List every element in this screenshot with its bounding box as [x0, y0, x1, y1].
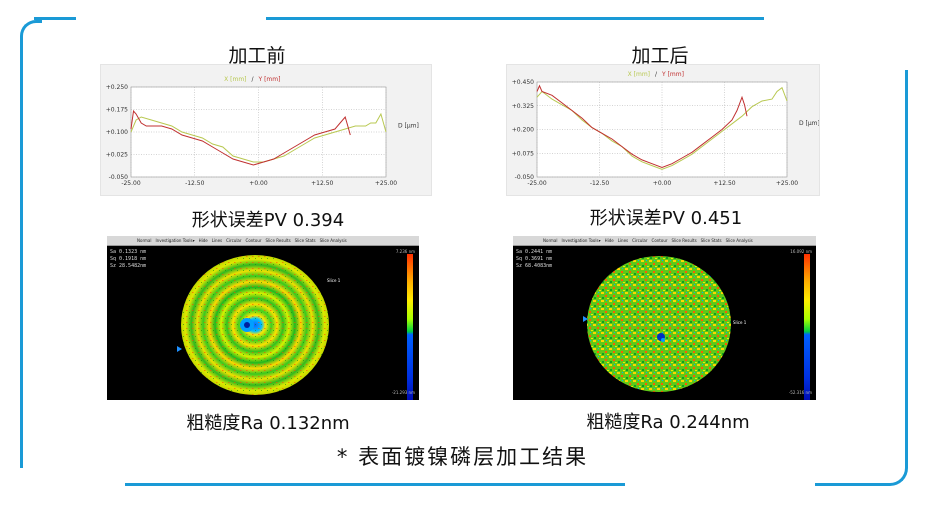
x-tick-label: +0.00	[653, 180, 672, 187]
toolbar-hide[interactable]: Hide	[198, 238, 208, 243]
x-tick-label: -25.00	[121, 180, 141, 187]
toolbar-normal[interactable]: Normal	[137, 238, 152, 243]
left-map-stats: Sa 0.1323 nm Sq 0.1918 nm Sz 28.5482nm	[110, 249, 146, 270]
right-column-title: 加工后	[631, 45, 689, 67]
toolbar-hide[interactable]: Hide	[604, 238, 614, 243]
left-roughness-caption: 粗糙度Ra 0.132nm	[186, 413, 350, 434]
x-tick-label: +12.50	[713, 180, 735, 187]
right-wafer-image	[583, 256, 731, 392]
right-map-stats: Sa 0.2441 nm Sq 0.3691 nm Sz 68.4083nm	[516, 249, 552, 270]
right-profile-chart: -25.00 -12.50 +0.00 +12.50 +25.00 +0.450 +0.32…	[506, 64, 820, 196]
legend-y: Y [mm]	[258, 76, 281, 83]
frame-top-short-line	[34, 17, 76, 20]
y-tick-label: +0.100	[106, 129, 128, 136]
y-tick-label: -0.050	[109, 174, 129, 181]
right-marker-label: Slice 1	[733, 320, 747, 325]
left-map-toolbar[interactable]: Normal Investigation Tools▾ Hide Lines C…	[107, 236, 419, 246]
toolbar-slice-results[interactable]: Slice Results	[265, 238, 291, 243]
left-marker-label: Slice 1	[327, 278, 341, 283]
y-tick-label: +0.200	[512, 127, 534, 134]
toolbar-contour[interactable]: Contour	[651, 238, 668, 243]
toolbar-normal[interactable]: Normal	[543, 238, 558, 243]
y-tick-label: +0.250	[106, 84, 128, 91]
stat-sa: Sa 0.1323 nm	[110, 249, 147, 255]
y-tick-label: +0.325	[512, 103, 534, 110]
right-slice-marker-icon[interactable]	[583, 316, 588, 322]
toolbar-investigation[interactable]: Investigation Tools▾	[561, 238, 601, 243]
x-tick-label: +0.00	[249, 180, 268, 187]
frame-top-long-line	[266, 17, 764, 20]
toolbar-slice-stats[interactable]: Slice Stats	[700, 238, 722, 243]
x-tick-label: -12.50	[185, 180, 205, 187]
toolbar-circular[interactable]: Circular	[632, 238, 648, 243]
x-tick-label: +25.00	[375, 180, 397, 187]
right-profile-caption: 形状误差PV 0.451	[589, 208, 743, 229]
y-tick-label: +0.025	[106, 152, 128, 159]
toolbar-investigation[interactable]: Investigation Tools▾	[155, 238, 195, 243]
toolbar-slice-analysis[interactable]: Slice Analysis	[725, 238, 753, 243]
left-profile-svg: -25.00 -12.50 +0.00 +12.50 +25.00 +0.250 +0.17…	[106, 76, 419, 187]
y-axis-label: D [µm]	[799, 120, 819, 127]
left-column-title: 加工前	[228, 45, 286, 67]
right-wafer-disk	[587, 256, 731, 392]
toolbar-slice-results[interactable]: Slice Results	[671, 238, 697, 243]
left-wafer-image	[177, 255, 329, 395]
right-scale-bottom: -52.316 nm	[788, 390, 812, 395]
right-profile-svg: -25.00 -12.50 +0.00 +12.50 +25.00 +0.450 +0.32…	[512, 71, 819, 187]
frame-bottom-short-line	[815, 483, 885, 486]
y-tick-label: -0.050	[515, 174, 535, 181]
frame-left-line	[20, 20, 42, 468]
toolbar-contour[interactable]: Contour	[245, 238, 262, 243]
y-axis-label: D [µm]	[398, 123, 419, 130]
series-line-y	[130, 109, 351, 166]
x-tick-label: -12.50	[590, 180, 610, 187]
toolbar-circular[interactable]: Circular	[226, 238, 242, 243]
toolbar-lines[interactable]: Lines	[617, 238, 629, 243]
left-color-scale	[407, 254, 413, 400]
toolbar-slice-analysis[interactable]: Slice Analysis	[319, 238, 347, 243]
legend-sep: /	[251, 76, 254, 83]
toolbar-lines[interactable]: Lines	[211, 238, 223, 243]
left-scale-top: 7.236 nm	[395, 249, 415, 254]
right-color-scale	[804, 254, 810, 400]
left-surface-map: Normal Investigation Tools▾ Hide Lines C…	[107, 236, 419, 400]
stat-sz: Sz 28.5482nm	[110, 263, 147, 269]
legend-x: X [mm]	[628, 71, 650, 78]
x-tick-label: +12.50	[311, 180, 333, 187]
x-tick-label: -25.00	[527, 180, 547, 187]
stat-sz: Sz 68.4083nm	[516, 263, 553, 269]
toolbar-slice-stats[interactable]: Slice Stats	[294, 238, 316, 243]
y-tick-label: +0.175	[106, 107, 128, 114]
right-map-toolbar[interactable]: Normal Investigation Tools▾ Hide Lines C…	[513, 236, 816, 246]
right-roughness-caption: 粗糙度Ra 0.244nm	[586, 412, 750, 433]
series-line-x	[536, 86, 788, 170]
frame-bottom-long-line	[125, 483, 625, 486]
right-surface-map: Normal Investigation Tools▾ Hide Lines C…	[513, 236, 816, 400]
legend-x: X [mm]	[224, 76, 246, 83]
legend-sep: /	[655, 71, 658, 78]
right-scale-top: 16.092 nm	[790, 249, 812, 254]
stat-sq: Sq 0.3691 nm	[516, 256, 553, 262]
y-tick-label: +0.450	[512, 79, 534, 86]
left-profile-chart: -25.00 -12.50 +0.00 +12.50 +25.00 +0.250 +0.17…	[100, 64, 432, 196]
x-tick-label: +25.00	[776, 180, 798, 187]
y-tick-label: +0.075	[512, 150, 534, 157]
left-scale-bottom: -21.293 nm	[391, 390, 415, 395]
series-line-y	[536, 84, 748, 169]
legend-y: Y [mm]	[661, 71, 684, 78]
stat-sq: Sq 0.1918 nm	[110, 256, 147, 262]
left-slice-marker-icon[interactable]	[177, 346, 182, 352]
stat-sa: Sa 0.2441 nm	[516, 249, 553, 255]
footer-caption: * 表面镀镍磷层加工结果	[336, 445, 589, 469]
frame-right-line	[880, 70, 908, 486]
left-profile-caption: 形状误差PV 0.394	[191, 210, 345, 231]
